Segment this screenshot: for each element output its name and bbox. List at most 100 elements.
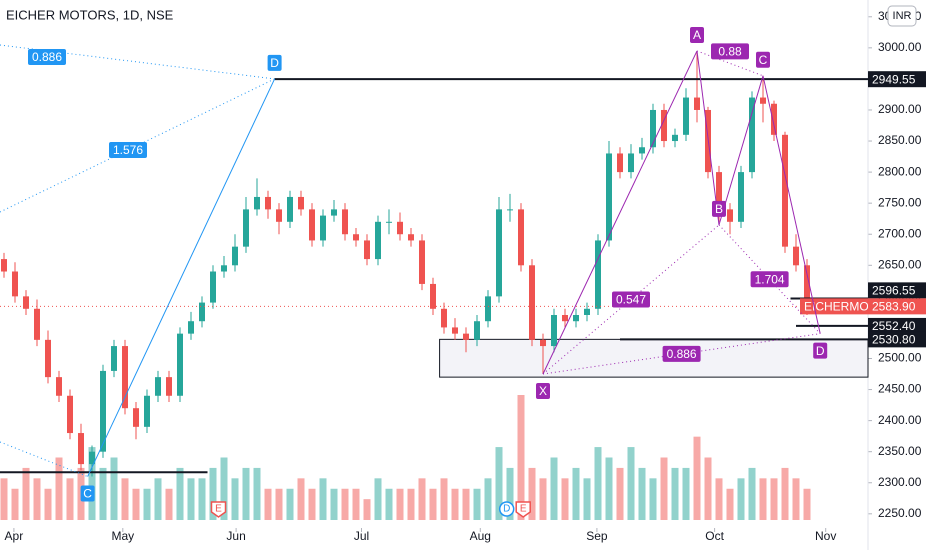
pattern-ratio-line bbox=[542, 224, 720, 375]
volume-bar bbox=[704, 457, 712, 520]
candle-body bbox=[320, 215, 326, 241]
volume-bar bbox=[22, 467, 30, 520]
candle-body bbox=[485, 296, 491, 322]
pattern-point: C bbox=[83, 487, 92, 501]
candle-body bbox=[144, 395, 150, 427]
candle-body bbox=[430, 283, 436, 309]
pattern-point: B bbox=[715, 202, 723, 216]
candle-body bbox=[56, 377, 62, 396]
pattern-point: A bbox=[693, 28, 701, 42]
candle-body bbox=[1, 259, 7, 272]
candle-body bbox=[309, 209, 315, 241]
x-tick-label: May bbox=[111, 529, 134, 543]
candle-body bbox=[584, 308, 590, 315]
last-price-box bbox=[868, 298, 926, 315]
candle-body bbox=[749, 97, 755, 173]
level-label: 2596.55 bbox=[872, 284, 916, 298]
volume-bar bbox=[660, 457, 668, 520]
volume-bar bbox=[198, 478, 206, 520]
candle-body bbox=[441, 308, 447, 328]
level-label-box bbox=[868, 71, 926, 88]
volume-bar bbox=[583, 478, 591, 520]
volume-bar bbox=[429, 488, 437, 520]
volume-bar bbox=[165, 488, 173, 520]
volume-bar bbox=[561, 478, 569, 520]
last-price-label: 2583.90 bbox=[872, 300, 916, 314]
candle-body bbox=[782, 134, 788, 247]
candle-body bbox=[133, 408, 139, 427]
volume-bar bbox=[11, 488, 19, 520]
y-tick-label: 2250.00 bbox=[878, 506, 922, 520]
volume-bar bbox=[132, 488, 140, 520]
candle-body bbox=[727, 209, 733, 222]
volume-bar bbox=[671, 467, 679, 520]
volume-bar bbox=[231, 478, 239, 520]
y-tick-label: 2650.00 bbox=[878, 257, 922, 271]
candle-body bbox=[67, 395, 73, 434]
candle-body bbox=[419, 240, 425, 284]
candle-body bbox=[551, 315, 557, 347]
volume-bar bbox=[99, 467, 107, 520]
volume-bar bbox=[495, 447, 503, 520]
candle-body bbox=[23, 296, 29, 309]
currency-label: INR bbox=[893, 10, 912, 22]
volume-bar bbox=[66, 478, 74, 520]
candle-body bbox=[331, 209, 337, 216]
event-label: E bbox=[215, 504, 222, 515]
volume-bar bbox=[594, 447, 602, 520]
pattern-ratio-box bbox=[28, 49, 66, 65]
candle-body bbox=[45, 339, 51, 378]
candle-body bbox=[496, 209, 502, 297]
pattern-point-box bbox=[690, 26, 704, 43]
pattern-ratio: 1.576 bbox=[113, 143, 143, 157]
pattern-point-box bbox=[536, 383, 550, 400]
y-tick-label: 2400.00 bbox=[878, 413, 922, 427]
x-tick-label: Jun bbox=[226, 529, 245, 543]
candle-body bbox=[188, 321, 194, 334]
volume-bar bbox=[550, 457, 558, 520]
level-label: 2552.40 bbox=[872, 319, 916, 333]
candle-body bbox=[353, 234, 359, 241]
volume-bar bbox=[319, 478, 327, 520]
candle-body bbox=[199, 302, 205, 322]
volume-bar bbox=[396, 488, 404, 520]
volume-bar bbox=[55, 457, 63, 520]
candle-body bbox=[166, 377, 172, 396]
volume-bar bbox=[539, 478, 547, 520]
volume-bar bbox=[88, 447, 96, 520]
volume-bar bbox=[770, 478, 778, 520]
candle-body bbox=[111, 346, 117, 371]
candle-body bbox=[529, 265, 535, 340]
currency-button bbox=[887, 5, 917, 27]
volume-bar bbox=[385, 488, 393, 520]
y-tick-label: 2700.00 bbox=[878, 226, 922, 240]
volume-bar bbox=[440, 478, 448, 520]
candle-body bbox=[342, 209, 348, 235]
pattern-point-box bbox=[80, 485, 95, 502]
candle-body bbox=[650, 109, 656, 148]
y-tick-label: 3000.00 bbox=[878, 40, 922, 54]
volume-bar bbox=[528, 467, 536, 520]
volume-bar bbox=[352, 488, 360, 520]
x-tick-label: Apr bbox=[5, 529, 24, 543]
volume-bar bbox=[682, 467, 690, 520]
level-label: 2949.55 bbox=[872, 72, 916, 86]
candle-body bbox=[716, 172, 722, 210]
pattern-point: X bbox=[539, 384, 547, 398]
volume-bar bbox=[715, 478, 723, 520]
pattern-leg bbox=[696, 50, 720, 225]
candle-body bbox=[694, 97, 700, 110]
candle-body bbox=[617, 153, 623, 173]
pattern-leg bbox=[87, 78, 276, 477]
candle-body bbox=[661, 109, 667, 142]
volume-bar bbox=[473, 488, 481, 520]
volume-bar bbox=[154, 478, 162, 520]
candle-body bbox=[375, 221, 381, 260]
candle-body bbox=[177, 333, 183, 396]
volume-bar bbox=[275, 488, 283, 520]
volume-bar bbox=[242, 467, 250, 520]
candle-body bbox=[122, 346, 128, 409]
candle-body bbox=[364, 240, 370, 260]
volume-bar bbox=[286, 488, 294, 520]
